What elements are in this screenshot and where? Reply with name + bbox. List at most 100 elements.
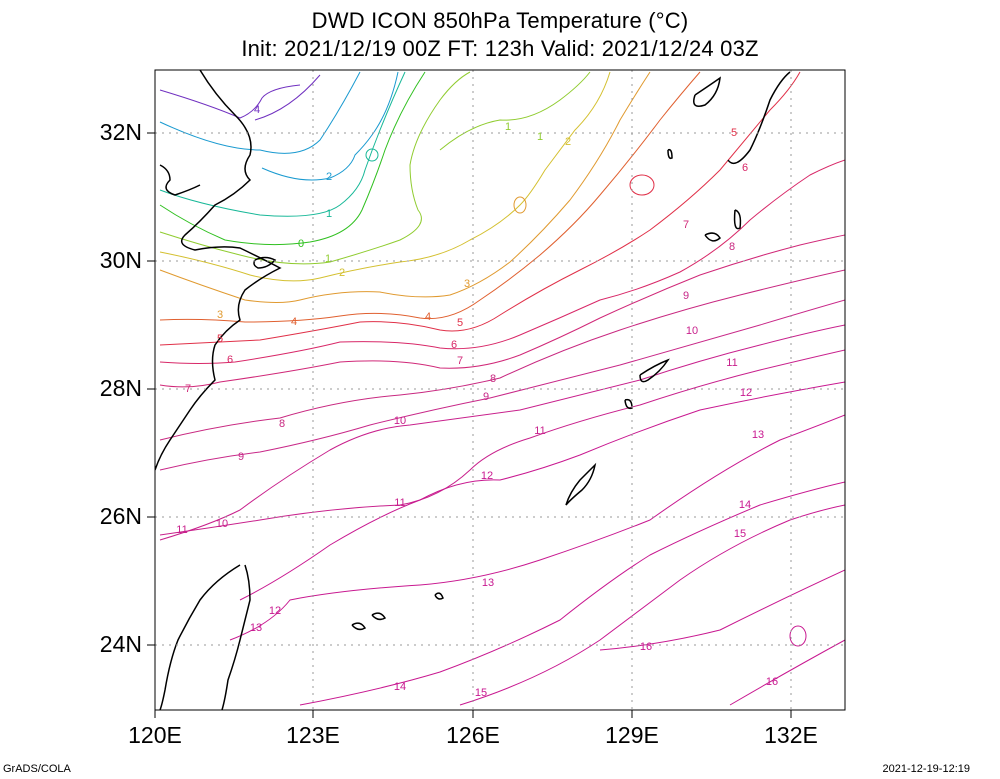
contour-label: 11: [726, 357, 737, 369]
island-6: [733, 209, 742, 230]
contour-label: 1: [505, 121, 511, 133]
contour-label: 0: [298, 238, 304, 250]
contour-label: 10: [394, 415, 406, 427]
contour-label: 7: [457, 355, 463, 367]
island-9: [434, 592, 444, 600]
taiwan: [221, 564, 251, 710]
lon-label-126e: 126E: [446, 722, 500, 748]
contour-label: 15: [475, 687, 487, 699]
contour-label: 9: [238, 451, 244, 463]
contour-0: [159, 71, 426, 246]
contour-label: 8: [729, 241, 735, 253]
lat-label-24n: 24N: [99, 631, 142, 657]
contour-label: 6: [742, 162, 748, 174]
contour-13: [229, 414, 845, 641]
axis-ticks: [147, 132, 792, 718]
map-border: [154, 69, 846, 711]
china-coast-inlet: [159, 164, 201, 196]
contour-label: 7: [185, 383, 191, 395]
contour-label: 6: [451, 339, 457, 351]
contour-label: 4: [291, 316, 297, 328]
contour-label: 1: [537, 131, 543, 143]
island-8: [371, 612, 387, 621]
contour-minus1: [159, 71, 406, 217]
contour-9: [159, 299, 845, 471]
contour-label: 4: [425, 311, 431, 323]
contour-4: [159, 71, 701, 323]
island-5: [704, 232, 721, 242]
contour-label: 12: [740, 387, 752, 399]
footer-timestamp: 2021-12-19-12:19: [882, 763, 970, 775]
contour-label: 14: [739, 499, 751, 511]
contour-15: [459, 504, 845, 706]
contour-7: [159, 234, 845, 388]
contour-1b: [439, 71, 591, 151]
lat-label-32n: 32N: [99, 119, 142, 145]
contour-label: 14: [394, 681, 406, 693]
contour-label: 7: [683, 219, 689, 231]
contour-label: 10: [686, 325, 698, 337]
lon-label-123e: 123E: [286, 722, 340, 748]
contour-label: 2: [565, 136, 571, 148]
contour-14: [299, 481, 845, 706]
contour-closed-4: [513, 196, 527, 214]
contour-layer: [159, 71, 845, 706]
island-11: [667, 148, 673, 160]
contour-closed-3: [365, 148, 379, 162]
contour-label: 3: [217, 309, 223, 321]
contour-label: 4: [254, 104, 260, 116]
contour-label: 3: [464, 278, 470, 290]
coastline-layer: [155, 70, 791, 710]
contour-label: 1: [325, 253, 331, 265]
contour-label: 13: [752, 429, 764, 441]
island-3: [639, 358, 670, 383]
contour-label: 6: [227, 354, 233, 366]
contour-label: 9: [683, 290, 689, 302]
gridlines: [155, 70, 845, 710]
lon-label-132e: 132E: [764, 722, 818, 748]
contour-2: [159, 71, 611, 282]
contour-label: 11: [394, 497, 405, 509]
contour-label: 10: [216, 518, 228, 530]
chart-title: DWD ICON 850hPa Temperature (°C): [311, 8, 689, 33]
contour-label: 2: [339, 267, 345, 279]
contour-5: [159, 71, 801, 346]
zhoushan: [253, 256, 277, 269]
contour-16b: [729, 639, 845, 706]
contour-label: 16: [640, 641, 652, 653]
contour-10: [159, 324, 845, 541]
chart-subtitle: Init: 2021/12/19 00Z FT: 123h Valid: 202…: [241, 36, 759, 61]
contour-label: 16: [766, 676, 778, 688]
contour-closed-1: [789, 625, 807, 647]
contour-6: [159, 159, 845, 364]
contour-label: 12: [481, 470, 493, 482]
contour-label: 9: [483, 391, 489, 403]
lon-label-120e: 120E: [128, 722, 182, 748]
lat-label-28n: 28N: [99, 375, 142, 401]
lon-label-129e: 129E: [605, 722, 659, 748]
contour-3: [159, 71, 651, 303]
contour-minus4b: [254, 74, 321, 121]
contour-label: 2: [326, 171, 332, 183]
island-4: [565, 462, 597, 506]
footer-credit: GrADS/COLA: [3, 763, 71, 775]
contour-label: 12: [269, 605, 281, 617]
island-1: [693, 76, 721, 107]
contour-closed-2: [629, 174, 655, 196]
contour-12: [239, 381, 845, 601]
contour-8: [159, 269, 845, 441]
contour-label: 11: [176, 524, 187, 536]
contour-label: 5: [217, 333, 223, 345]
china-coast: [155, 70, 282, 471]
contour-minus2b: [261, 71, 399, 181]
contour-1: [159, 71, 471, 265]
lat-label-26n: 26N: [99, 503, 142, 529]
contour-label: 15: [734, 528, 746, 540]
contour-label: 8: [279, 418, 285, 430]
contour-label: 13: [482, 577, 494, 589]
contour-minus2: [159, 71, 361, 154]
taiwan-west: [159, 564, 241, 710]
contour-label: 11: [534, 425, 545, 437]
